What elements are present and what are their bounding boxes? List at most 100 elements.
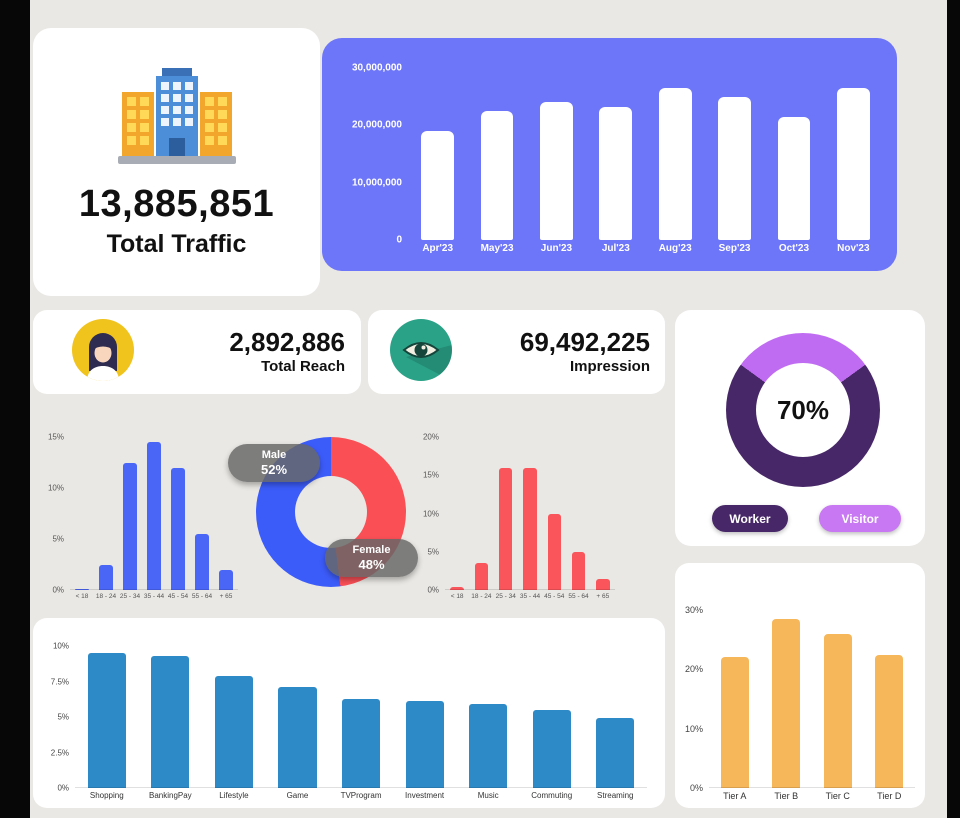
x-axis-label: Sep'23 bbox=[718, 243, 751, 254]
worker-legend-pill[interactable]: Worker bbox=[712, 505, 788, 532]
chart-bar bbox=[474, 563, 489, 590]
chart-bar bbox=[875, 654, 904, 788]
eye-icon bbox=[390, 318, 452, 386]
y-axis-tick: 5% bbox=[52, 534, 64, 544]
x-axis-label: Aug'23 bbox=[658, 243, 692, 254]
age-female-chart: 20% 15% 10% 5% 0% < 18 18 - 24 25 - 34 35 - 44 45… bbox=[415, 433, 615, 606]
total-reach-value: 2,892,886 bbox=[229, 327, 345, 358]
total-traffic-card: 13,885,851 Total Traffic bbox=[33, 28, 320, 296]
chart-bar bbox=[278, 687, 317, 788]
x-axis-label: Tier B bbox=[774, 791, 799, 801]
chart-bar bbox=[836, 88, 870, 240]
x-axis-label: < 18 bbox=[450, 593, 464, 600]
y-axis-tick: 15% bbox=[47, 432, 64, 442]
chart-bar bbox=[658, 88, 692, 240]
chart-bar bbox=[499, 467, 513, 590]
female-badge: Female 48% bbox=[325, 539, 418, 577]
impression-card: 69,492,225 Impression bbox=[368, 310, 665, 394]
x-axis-label: + 65 bbox=[596, 593, 610, 600]
total-traffic-label: Total Traffic bbox=[106, 229, 247, 258]
x-axis-label: Lifestyle bbox=[219, 791, 249, 800]
x-axis-label: Investment bbox=[405, 791, 445, 800]
x-axis-label: Commuting bbox=[531, 791, 573, 800]
y-axis-tick: 20,000,000 bbox=[351, 119, 402, 131]
y-axis-tick: 0% bbox=[57, 783, 69, 793]
female-badge-value: 48% bbox=[358, 556, 385, 572]
chart-bar bbox=[540, 102, 573, 240]
y-axis-tick: 10% bbox=[422, 509, 439, 518]
x-axis-label: 18 - 24 bbox=[95, 593, 117, 600]
x-axis-label: Music bbox=[477, 791, 499, 800]
x-axis-label: 45 - 54 bbox=[167, 593, 189, 600]
x-axis-label: < 18 bbox=[75, 593, 89, 600]
chart-bar bbox=[547, 513, 561, 590]
chart-bar bbox=[405, 701, 444, 788]
y-axis-tick: 5% bbox=[57, 712, 69, 722]
chart-bar bbox=[87, 653, 126, 788]
y-axis-tick: 0% bbox=[689, 783, 703, 793]
chart-bar bbox=[219, 569, 233, 590]
chart-bar bbox=[147, 442, 161, 590]
x-axis-label: 55 - 64 bbox=[191, 593, 213, 600]
male-badge: Male 52% bbox=[228, 444, 320, 482]
chart-bar bbox=[777, 116, 811, 240]
chart-bar bbox=[599, 107, 633, 240]
y-axis-tick: 20% bbox=[422, 432, 439, 442]
chart-bar bbox=[123, 462, 137, 590]
building-icon bbox=[117, 66, 236, 169]
monthly-traffic-card: 30,000,000 20,000,000 10,000,000 0 Apr'23 May… bbox=[322, 38, 897, 271]
chart-bar bbox=[151, 655, 190, 788]
x-axis-label: Shopping bbox=[89, 791, 124, 800]
total-traffic-value: 13,885,851 bbox=[78, 182, 275, 225]
y-axis-tick: 0% bbox=[427, 585, 439, 595]
y-axis-tick: 10% bbox=[47, 483, 64, 493]
chart-bar bbox=[469, 704, 508, 788]
x-axis-label: Oct'23 bbox=[778, 243, 810, 254]
x-axis-label: Tier D bbox=[877, 791, 902, 801]
total-reach-card: 2,892,886 Total Reach bbox=[33, 310, 361, 394]
y-axis-tick: 20% bbox=[684, 664, 703, 675]
worker-visitor-donut: 70% bbox=[726, 333, 880, 487]
x-axis-label: 18 - 24 bbox=[471, 593, 492, 600]
interest-categories-chart: 10% 7.5% 5% 2.5% 0% Shopping BankingPay Lifesty… bbox=[47, 642, 647, 804]
y-axis-tick: 10% bbox=[52, 641, 69, 651]
x-axis-label: 55 - 64 bbox=[568, 593, 589, 600]
chart-bar bbox=[214, 675, 253, 788]
x-axis-label: TVProgram bbox=[340, 791, 382, 800]
y-axis-tick: 5% bbox=[427, 547, 439, 557]
y-axis-tick: 15% bbox=[422, 470, 439, 480]
impression-value: 69,492,225 bbox=[519, 327, 650, 358]
tiers-chart: 30% 20% 10% 0% Tier A Tier B Tier C Tier D bbox=[683, 605, 915, 804]
x-axis-label: May'23 bbox=[480, 243, 514, 254]
donut-center-value: 70% bbox=[776, 394, 830, 425]
x-axis-label: Nov'23 bbox=[837, 243, 870, 254]
donut-center: 70% bbox=[756, 363, 850, 457]
right-bezel bbox=[947, 0, 960, 818]
chart-bar bbox=[421, 131, 455, 240]
x-axis-label: BankingPay bbox=[148, 791, 192, 800]
x-axis-label: Jun'23 bbox=[540, 243, 573, 254]
avatar-icon bbox=[72, 318, 134, 386]
y-axis-tick: 0% bbox=[52, 585, 64, 595]
male-badge-label: Male bbox=[261, 448, 287, 461]
total-reach-label: Total Reach bbox=[261, 358, 345, 376]
x-axis-label: Streaming bbox=[597, 791, 634, 800]
y-axis-tick: 7.5% bbox=[50, 677, 69, 686]
chart-bar bbox=[532, 709, 571, 788]
female-badge-label: Female bbox=[352, 543, 391, 556]
y-axis-tick: 30,000,000 bbox=[351, 62, 402, 74]
interest-categories-card: 10% 7.5% 5% 2.5% 0% Shopping BankingPay Lifesty… bbox=[33, 618, 665, 808]
chart-bar bbox=[341, 698, 381, 788]
chart-bar bbox=[823, 633, 852, 788]
worker-visitor-card: 70% Worker Visitor bbox=[675, 310, 925, 546]
x-axis-label: 25 - 34 bbox=[495, 593, 516, 600]
chart-bar bbox=[171, 467, 185, 590]
x-axis-label: Game bbox=[286, 791, 309, 800]
x-axis-label: 45 - 54 bbox=[544, 593, 565, 600]
y-axis-tick: 30% bbox=[684, 605, 703, 615]
chart-bar bbox=[571, 551, 586, 590]
tiers-card: 30% 20% 10% 0% Tier A Tier B Tier C Tier D bbox=[675, 563, 925, 808]
chart-bar bbox=[720, 657, 749, 788]
visitor-legend-pill[interactable]: Visitor bbox=[819, 505, 901, 532]
